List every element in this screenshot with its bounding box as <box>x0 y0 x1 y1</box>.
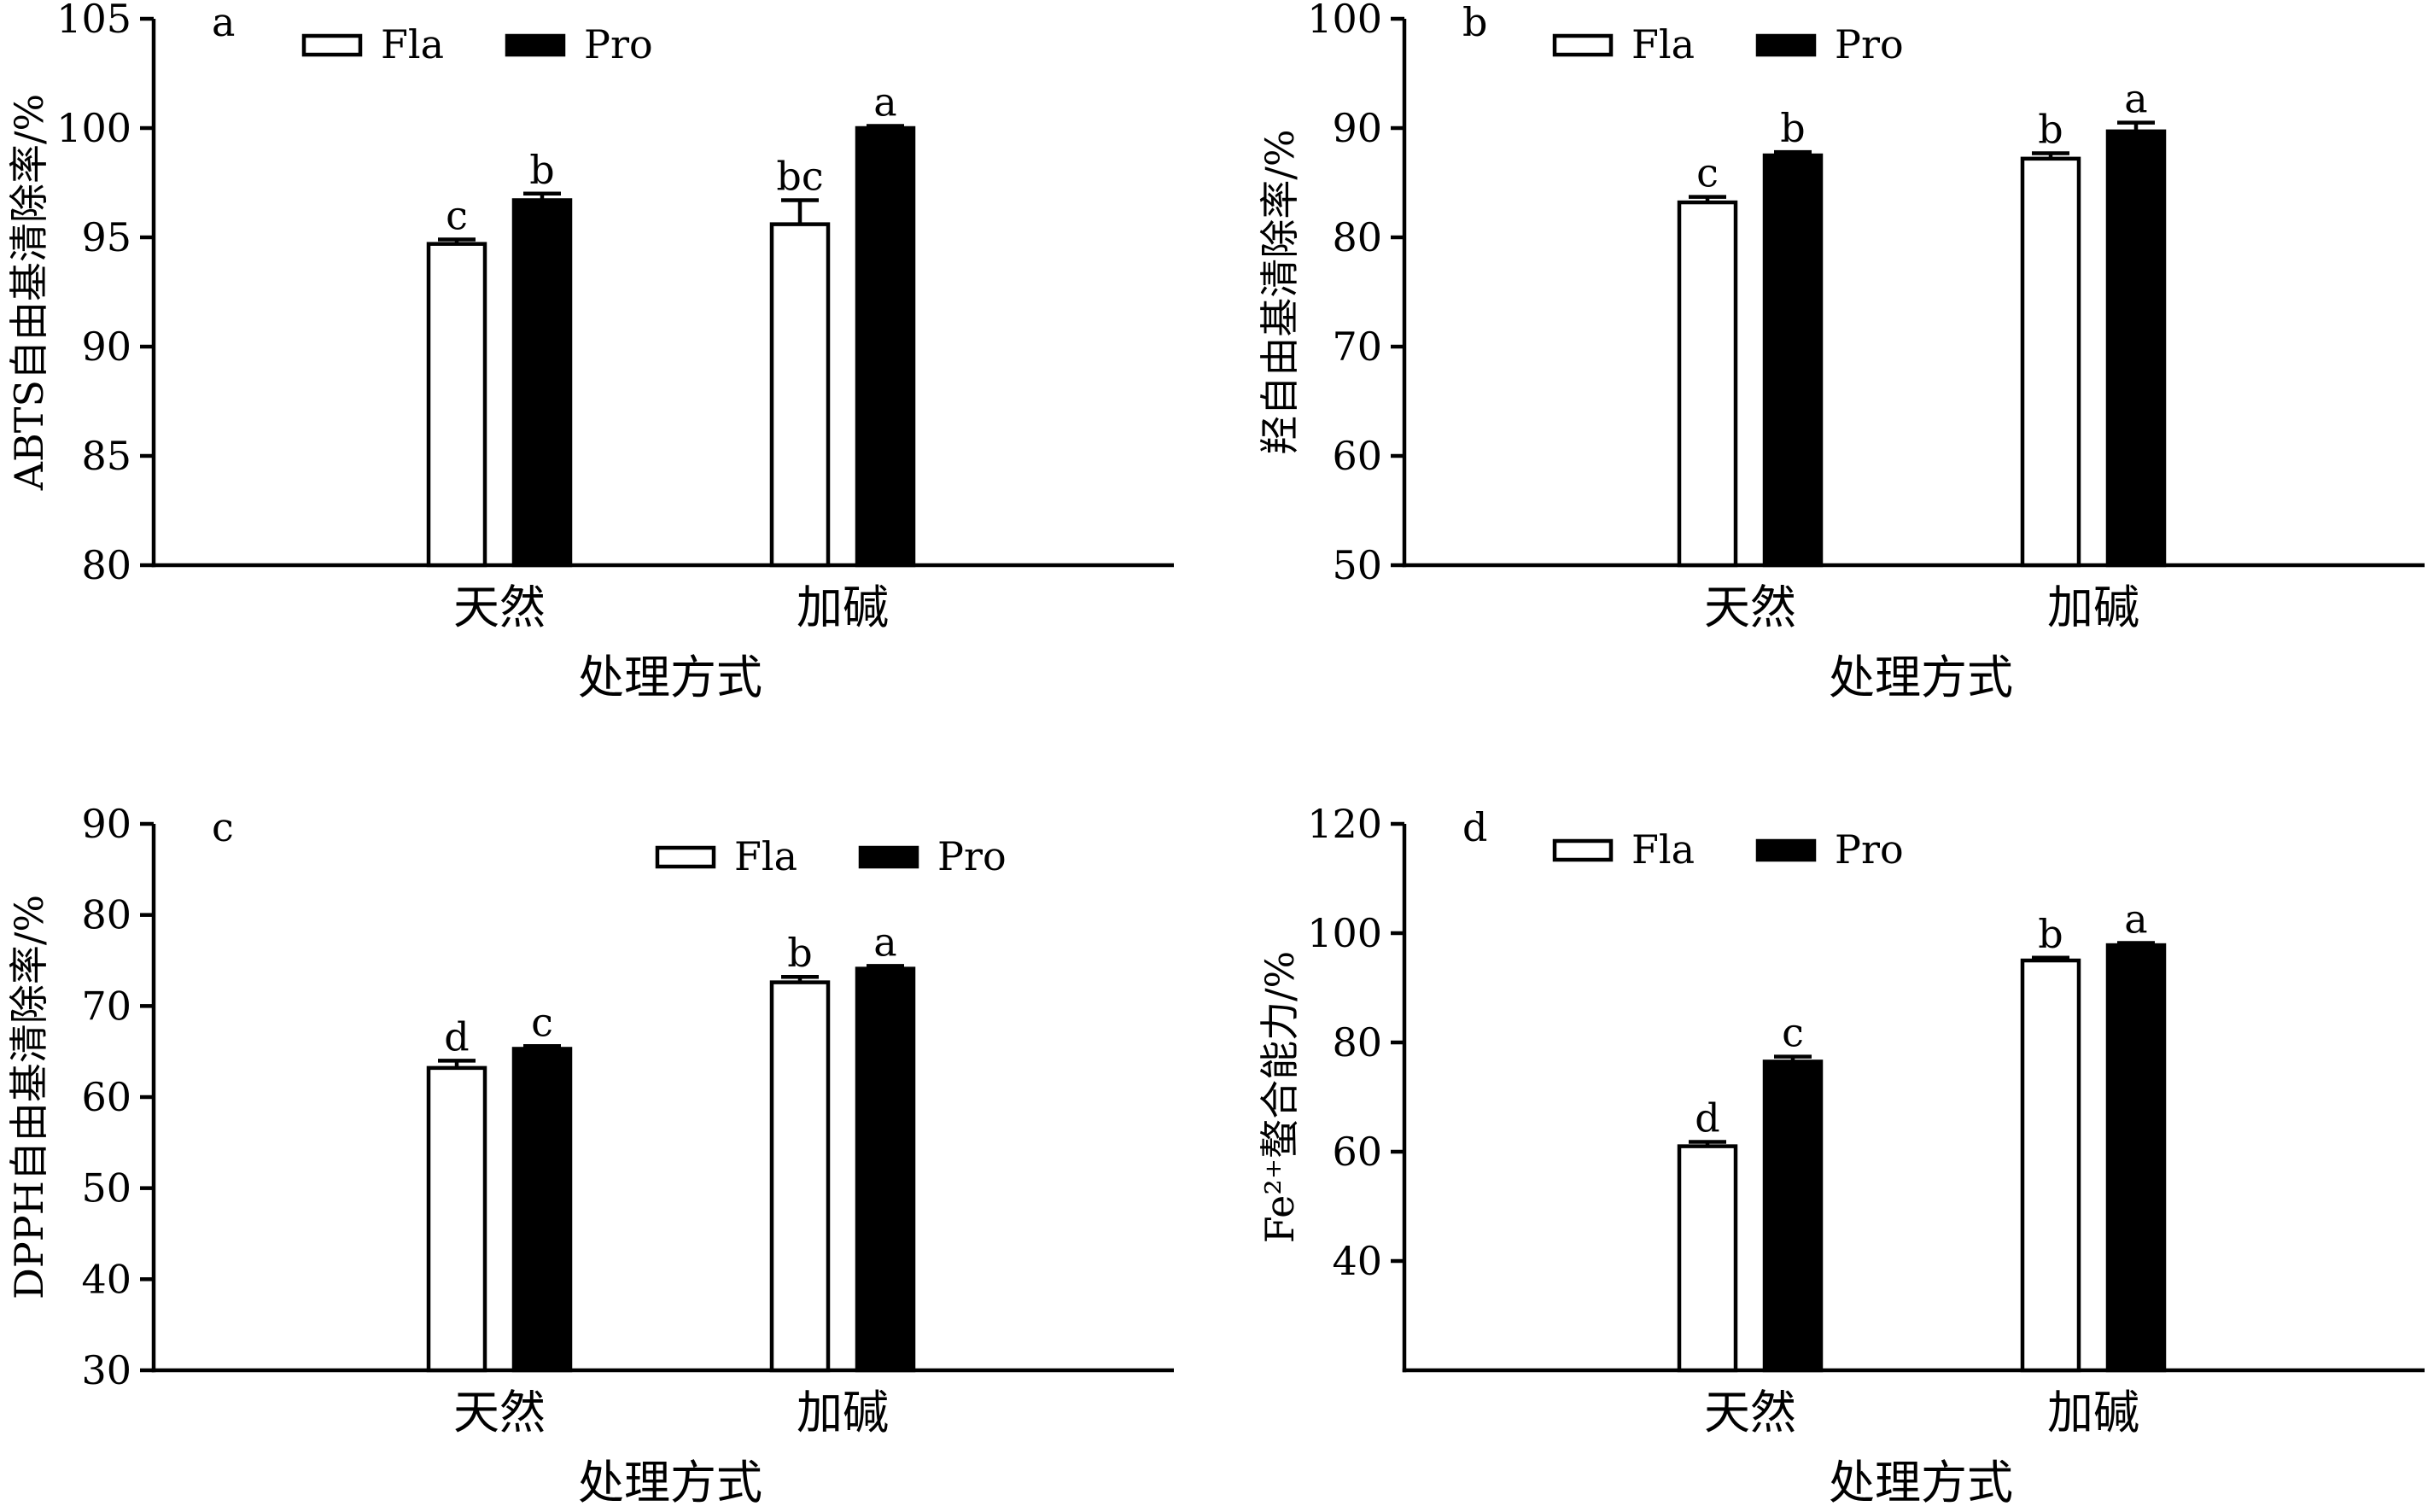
panel-label: a <box>212 0 235 45</box>
x-category-label: 天然 <box>453 581 546 634</box>
y-tick-label: 70 <box>81 983 131 1029</box>
legend-swatch-pro <box>1755 33 1817 57</box>
bar-pro <box>2105 129 2167 568</box>
y-tick-label: 40 <box>1332 1238 1382 1284</box>
legend-label-fla: Fla <box>381 21 444 67</box>
y-tick-label: 100 <box>1307 0 1382 42</box>
panel-label: c <box>212 804 234 850</box>
bar-pro <box>1762 1060 1824 1373</box>
y-tick-label: 80 <box>81 542 131 588</box>
y-tick-label: 50 <box>81 1165 131 1211</box>
legend-swatch-fla <box>1552 838 1614 862</box>
x-axis-title: 处理方式 <box>1829 1456 2013 1509</box>
legend-label-pro: Pro <box>937 833 1007 879</box>
significance-letter: c <box>531 999 553 1045</box>
panel-label: d <box>1462 804 1487 850</box>
significance-letter: b <box>1780 105 1805 151</box>
y-tick-label: 100 <box>56 105 131 151</box>
bar-fla <box>2020 958 2081 1373</box>
bar-fla <box>2020 156 2081 568</box>
y-tick-label: 90 <box>1332 105 1382 151</box>
significance-letter: bc <box>776 153 823 199</box>
panel-label: b <box>1462 0 1487 45</box>
y-tick-label: 30 <box>81 1347 131 1393</box>
y-tick-label: 80 <box>1332 214 1382 260</box>
x-category-label: 天然 <box>1704 581 1796 634</box>
significance-letter: b <box>2038 106 2063 152</box>
significance-letter: d <box>444 1013 469 1060</box>
y-axis-title: 羟自由基清除率/% <box>1257 129 1303 454</box>
y-tick-label: 60 <box>1332 1129 1382 1175</box>
y-axis-title: ABTS自由基清除率/% <box>6 94 52 491</box>
y-tick-label: 100 <box>1307 910 1382 956</box>
y-tick-label: 95 <box>81 214 131 260</box>
bar-fla <box>426 242 487 568</box>
significance-letter: c <box>1782 1010 1804 1056</box>
legend-swatch-pro <box>505 33 566 57</box>
legend-swatch-fla <box>1552 33 1614 57</box>
bar-pro <box>511 198 573 568</box>
legend-label-pro: Pro <box>1835 826 1904 873</box>
significance-letter: a <box>2124 896 2147 943</box>
y-tick-label: 60 <box>1332 433 1382 479</box>
legend-swatch-fla <box>655 845 716 869</box>
legend-label-fla: Fla <box>1631 826 1695 873</box>
y-tick-label: 80 <box>1332 1019 1382 1065</box>
x-category-label: 加碱 <box>2047 581 2139 634</box>
x-axis-title: 处理方式 <box>578 1456 762 1509</box>
legend-label-pro: Pro <box>1835 21 1904 67</box>
significance-letter: b <box>529 147 554 193</box>
x-category-label: 加碱 <box>797 1386 889 1439</box>
y-tick-label: 120 <box>1307 801 1382 847</box>
bar-fla <box>769 980 831 1373</box>
y-tick-label: 70 <box>1332 324 1382 370</box>
significance-letter: b <box>787 930 812 976</box>
x-axis-title: 处理方式 <box>578 651 762 704</box>
significance-letter: d <box>1695 1095 1719 1141</box>
legend-label-fla: Fla <box>734 833 797 879</box>
y-tick-label: 105 <box>56 0 131 42</box>
y-axis-title: DPPH自由基清除率/% <box>6 895 52 1299</box>
x-category-label: 加碱 <box>2047 1386 2139 1439</box>
significance-letter: c <box>1696 150 1719 196</box>
y-tick-label: 50 <box>1332 542 1382 588</box>
significance-letter: a <box>873 79 896 125</box>
x-axis-title: 处理方式 <box>1829 651 2013 704</box>
legend-label-fla: Fla <box>1631 21 1695 67</box>
significance-letter: a <box>2124 76 2147 122</box>
y-tick-label: 85 <box>81 433 131 479</box>
significance-letter: a <box>873 919 896 965</box>
y-tick-label: 90 <box>81 324 131 370</box>
bar-fla <box>1677 200 1738 568</box>
legend-swatch-pro <box>858 845 919 869</box>
y-axis-title: Fe²⁺螯合能力/% <box>1257 951 1303 1244</box>
bar-fla <box>1677 1144 1738 1373</box>
legend-swatch-pro <box>1755 838 1817 862</box>
bar-pro <box>511 1047 573 1373</box>
bar-pro <box>2105 943 2167 1373</box>
bar-fla <box>769 222 831 568</box>
y-tick-label: 60 <box>81 1074 131 1120</box>
significance-letter: c <box>446 193 468 239</box>
x-category-label: 加碱 <box>797 581 889 634</box>
legend-label-pro: Pro <box>584 21 653 67</box>
bar-pro <box>855 966 916 1373</box>
bar-fla <box>426 1065 487 1373</box>
y-tick-label: 40 <box>81 1256 131 1302</box>
bar-pro <box>855 126 916 568</box>
legend-swatch-fla <box>301 33 363 57</box>
y-tick-label: 80 <box>81 892 131 938</box>
x-category-label: 天然 <box>1704 1386 1796 1439</box>
bar-pro <box>1762 153 1824 568</box>
significance-letter: b <box>2038 911 2063 957</box>
y-tick-label: 90 <box>81 801 131 847</box>
x-category-label: 天然 <box>453 1386 546 1439</box>
